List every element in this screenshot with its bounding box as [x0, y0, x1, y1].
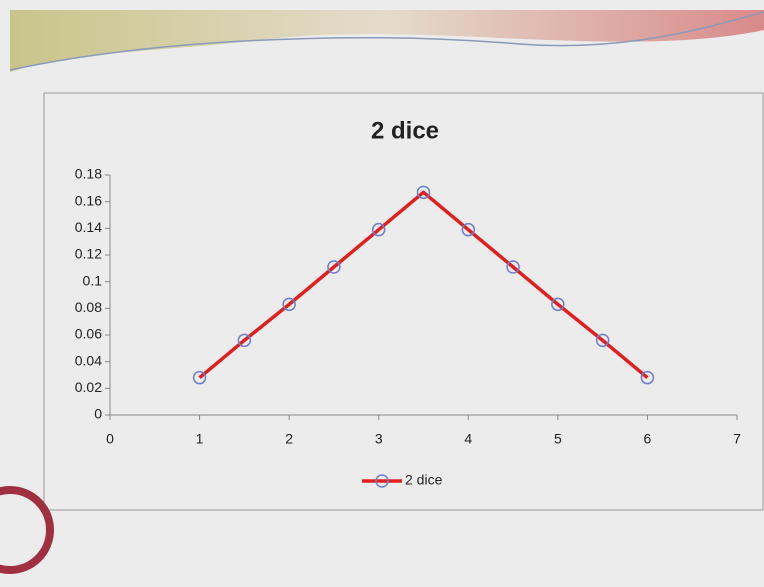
chart-frame	[44, 93, 763, 510]
x-tick-label: 5	[554, 431, 562, 447]
y-tick-label: 0.16	[75, 192, 102, 208]
x-tick-label: 0	[106, 431, 114, 447]
y-tick-label: 0.06	[75, 326, 102, 342]
y-tick-label: 0.02	[75, 379, 102, 395]
x-tick-label: 3	[375, 431, 383, 447]
y-tick-label: 0.18	[75, 166, 102, 182]
y-tick-label: 0	[94, 406, 102, 422]
x-tick-label: 7	[733, 431, 741, 447]
legend-label: 2 dice	[405, 472, 443, 488]
x-tick-label: 2	[285, 431, 293, 447]
x-tick-label: 4	[464, 431, 472, 447]
y-tick-label: 0.08	[75, 299, 102, 315]
y-tick-label: 0.12	[75, 246, 102, 262]
x-tick-label: 6	[644, 431, 652, 447]
page: {"chart_data": {"type": "line", "title":…	[0, 0, 764, 582]
y-tick-label: 0.14	[75, 219, 102, 235]
ornament	[0, 490, 50, 570]
x-tick-label: 1	[196, 431, 204, 447]
chart-title: 2 dice	[371, 117, 439, 144]
slide: 2 dice 0 0.02 0.04 0.06 0.08 0.1 0.12 0.14 0.16 0…	[0, 0, 764, 582]
y-tick-label: 0.1	[83, 272, 103, 288]
header-swoosh	[10, 10, 764, 72]
y-tick-label: 0.04	[75, 352, 102, 368]
